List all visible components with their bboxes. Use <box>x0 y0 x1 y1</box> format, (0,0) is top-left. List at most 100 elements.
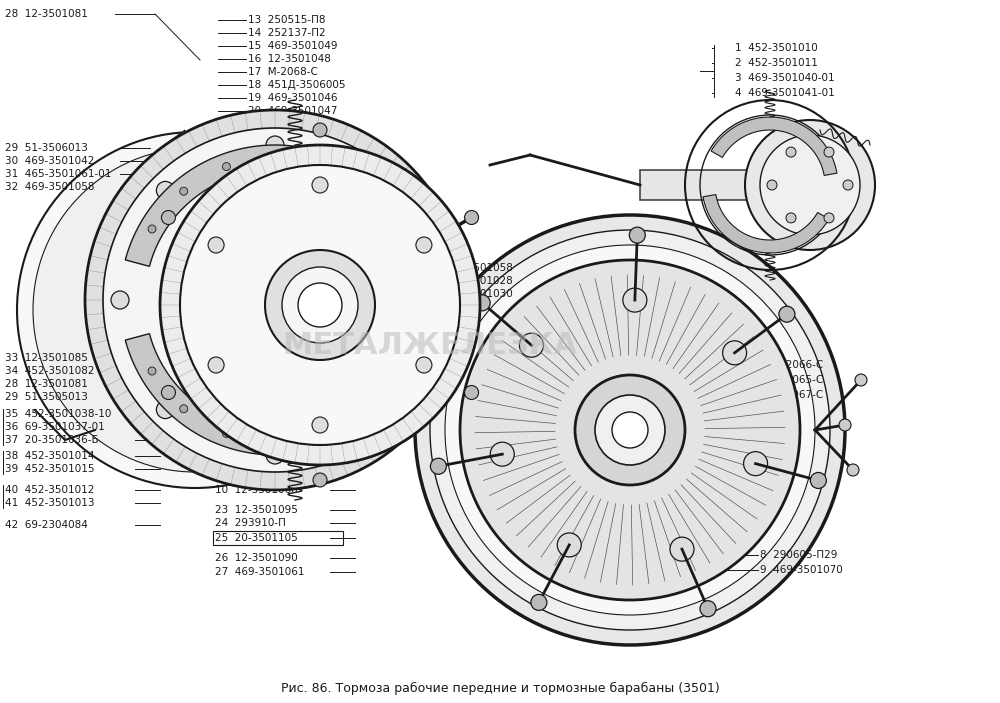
Circle shape <box>376 181 394 200</box>
Circle shape <box>779 307 795 322</box>
Text: 21  12-3501053: 21 12-3501053 <box>248 119 331 129</box>
Text: 1  452-3501010: 1 452-3501010 <box>735 43 818 53</box>
Text: 40  452-3501012: 40 452-3501012 <box>5 485 94 495</box>
Text: 32  469-3501058: 32 469-3501058 <box>5 182 94 192</box>
Text: 28  12-3501081: 28 12-3501081 <box>5 379 88 389</box>
Text: 8  290605-П29: 8 290605-П29 <box>760 550 837 560</box>
Text: 19  469-3501046: 19 469-3501046 <box>248 93 338 103</box>
Text: 5  М-2066-С: 5 М-2066-С <box>760 360 823 370</box>
Circle shape <box>519 333 543 357</box>
Text: 29  51-3506013: 29 51-3506013 <box>5 143 88 153</box>
Circle shape <box>531 595 547 610</box>
Circle shape <box>222 430 230 437</box>
Circle shape <box>843 180 853 190</box>
Circle shape <box>786 147 796 157</box>
Circle shape <box>208 237 224 253</box>
Text: 17  М-2068-С: 17 М-2068-С <box>248 67 318 77</box>
Polygon shape <box>703 195 829 253</box>
Circle shape <box>148 367 156 375</box>
Circle shape <box>557 533 581 557</box>
Circle shape <box>265 250 375 360</box>
Circle shape <box>115 230 275 390</box>
Circle shape <box>312 177 328 193</box>
Circle shape <box>430 230 830 630</box>
Text: 6  М-2065-С: 6 М-2065-С <box>760 375 823 385</box>
FancyBboxPatch shape <box>431 280 463 320</box>
Circle shape <box>474 295 490 311</box>
Text: 27  469-3501061: 27 469-3501061 <box>215 567 304 577</box>
Text: 37  20-3501036-Б: 37 20-3501036-Б <box>5 435 99 445</box>
Circle shape <box>575 375 685 485</box>
Circle shape <box>629 227 645 243</box>
Text: 23  12-3501095: 23 12-3501095 <box>215 505 298 515</box>
Circle shape <box>17 132 373 488</box>
Circle shape <box>180 165 460 445</box>
Circle shape <box>430 458 446 475</box>
Circle shape <box>208 357 224 373</box>
Circle shape <box>824 147 834 157</box>
Circle shape <box>313 473 327 487</box>
Circle shape <box>148 225 156 233</box>
Polygon shape <box>125 334 425 455</box>
Text: 16  12-3501048: 16 12-3501048 <box>248 54 331 64</box>
Circle shape <box>156 181 174 200</box>
Circle shape <box>416 357 432 373</box>
Circle shape <box>282 267 358 343</box>
Polygon shape <box>125 145 425 266</box>
Circle shape <box>612 412 648 448</box>
Circle shape <box>320 162 328 171</box>
Circle shape <box>723 341 747 365</box>
Circle shape <box>156 401 174 418</box>
Circle shape <box>271 438 279 446</box>
Text: 10  12-3501068: 10 12-3501068 <box>215 485 298 495</box>
Circle shape <box>161 385 175 399</box>
Text: 12  12-3501058: 12 12-3501058 <box>430 263 513 273</box>
Polygon shape <box>711 117 837 176</box>
Circle shape <box>195 220 355 380</box>
Text: 36  69-3501037-01: 36 69-3501037-01 <box>5 422 105 432</box>
Text: 41  452-3501013: 41 452-3501013 <box>5 498 94 508</box>
Circle shape <box>394 367 402 375</box>
Circle shape <box>824 213 834 223</box>
Circle shape <box>85 110 465 490</box>
Circle shape <box>745 120 875 250</box>
Circle shape <box>266 136 284 154</box>
Circle shape <box>623 288 647 312</box>
Circle shape <box>298 283 342 327</box>
Text: 29  51-3505013: 29 51-3505013 <box>5 392 88 402</box>
Text: 24  293910-П: 24 293910-П <box>215 518 286 528</box>
Text: 11  20-3501028: 11 20-3501028 <box>215 430 298 440</box>
Text: 38  452-3501014: 38 452-3501014 <box>5 451 94 461</box>
Circle shape <box>111 291 129 309</box>
Polygon shape <box>160 130 185 170</box>
Circle shape <box>847 464 859 476</box>
Text: 9  469-3501070: 9 469-3501070 <box>760 565 843 575</box>
Circle shape <box>320 430 328 437</box>
Circle shape <box>376 401 394 418</box>
Circle shape <box>362 187 370 195</box>
Text: 7  М-2067-С: 7 М-2067-С <box>760 390 823 400</box>
Circle shape <box>460 260 800 600</box>
Circle shape <box>767 180 777 190</box>
Circle shape <box>760 135 860 235</box>
Circle shape <box>445 245 815 615</box>
Text: 34  452-3501082: 34 452-3501082 <box>5 366 94 376</box>
Text: 4  469-3501041-01: 4 469-3501041-01 <box>735 88 835 98</box>
Circle shape <box>240 265 310 335</box>
Text: 26  12-3501090: 26 12-3501090 <box>215 553 298 563</box>
Text: 13  250515-П8: 13 250515-П8 <box>248 15 326 25</box>
Text: 14  252137-П2: 14 252137-П2 <box>248 28 326 38</box>
Circle shape <box>595 395 665 465</box>
Circle shape <box>855 374 867 386</box>
Circle shape <box>222 162 230 171</box>
Circle shape <box>312 417 328 433</box>
Circle shape <box>103 128 447 472</box>
Text: 25  20-3501105: 25 20-3501105 <box>215 533 298 543</box>
Text: 28  12-3501081: 28 12-3501081 <box>5 9 88 19</box>
Circle shape <box>394 225 402 233</box>
Circle shape <box>271 154 279 162</box>
Circle shape <box>266 446 284 464</box>
Circle shape <box>33 148 357 472</box>
Circle shape <box>362 405 370 413</box>
Text: 11  20-3501028: 11 20-3501028 <box>430 276 513 286</box>
